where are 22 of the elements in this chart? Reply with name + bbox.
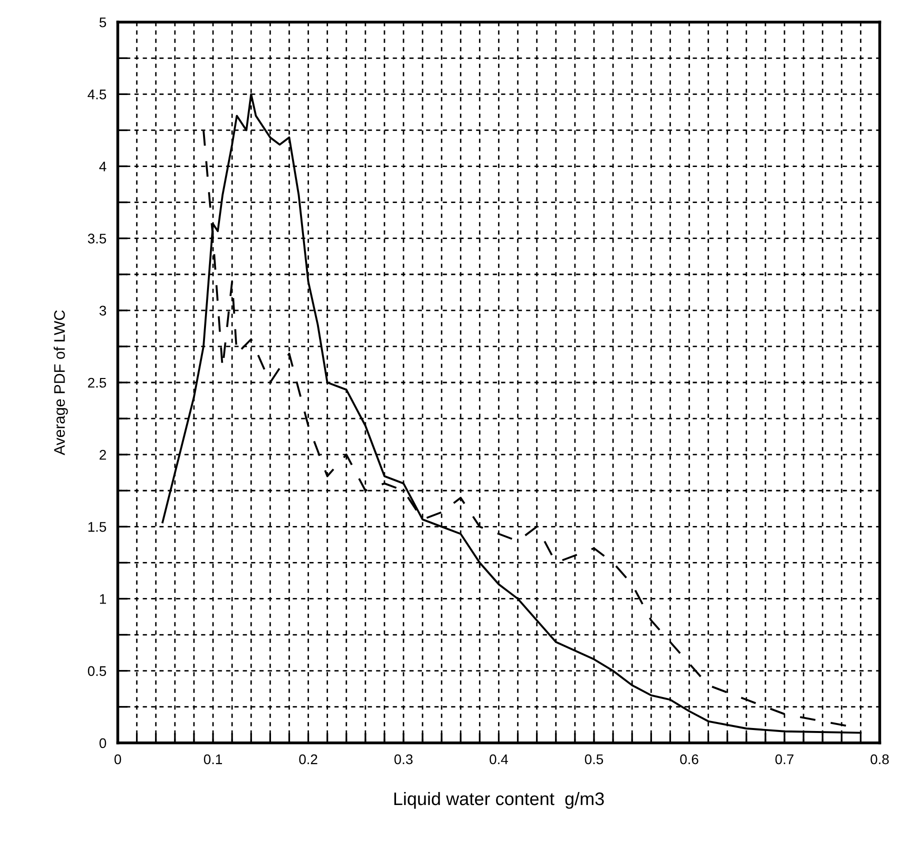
y-tick-label: 5 bbox=[100, 18, 106, 28]
y-tick-label: 3 bbox=[99, 306, 106, 316]
y-tick-label: 0.5 bbox=[88, 666, 106, 676]
y-tick-label: 0 bbox=[99, 738, 106, 748]
y-tick-label: 4 bbox=[99, 162, 106, 172]
y-tick-label: 2.5 bbox=[88, 378, 106, 388]
x-tick-label: 0.7 bbox=[775, 754, 794, 764]
x-tick-label: 0 bbox=[114, 754, 122, 764]
y-tick-label: 4.5 bbox=[88, 90, 106, 100]
x-axis-title: Liquid water content g/m3 bbox=[394, 792, 604, 809]
y-tick-label: 1 bbox=[100, 594, 106, 604]
x-tick-label: 0.1 bbox=[204, 754, 222, 764]
y-tick-label: 2 bbox=[100, 450, 106, 460]
y-axis-title: Average PDF of LWC bbox=[54, 310, 68, 456]
x-tick-label: 0.8 bbox=[870, 754, 889, 764]
x-tick-label: 0.4 bbox=[490, 754, 508, 764]
x-tick-label: 0.2 bbox=[299, 754, 318, 764]
x-tick-label: 0.6 bbox=[680, 754, 698, 764]
y-tick-label: 1.5 bbox=[88, 522, 106, 532]
y-tick-label: 3.5 bbox=[88, 234, 106, 244]
x-tick-label: 0.5 bbox=[584, 754, 604, 764]
x-tick-label: 0.3 bbox=[394, 754, 413, 764]
